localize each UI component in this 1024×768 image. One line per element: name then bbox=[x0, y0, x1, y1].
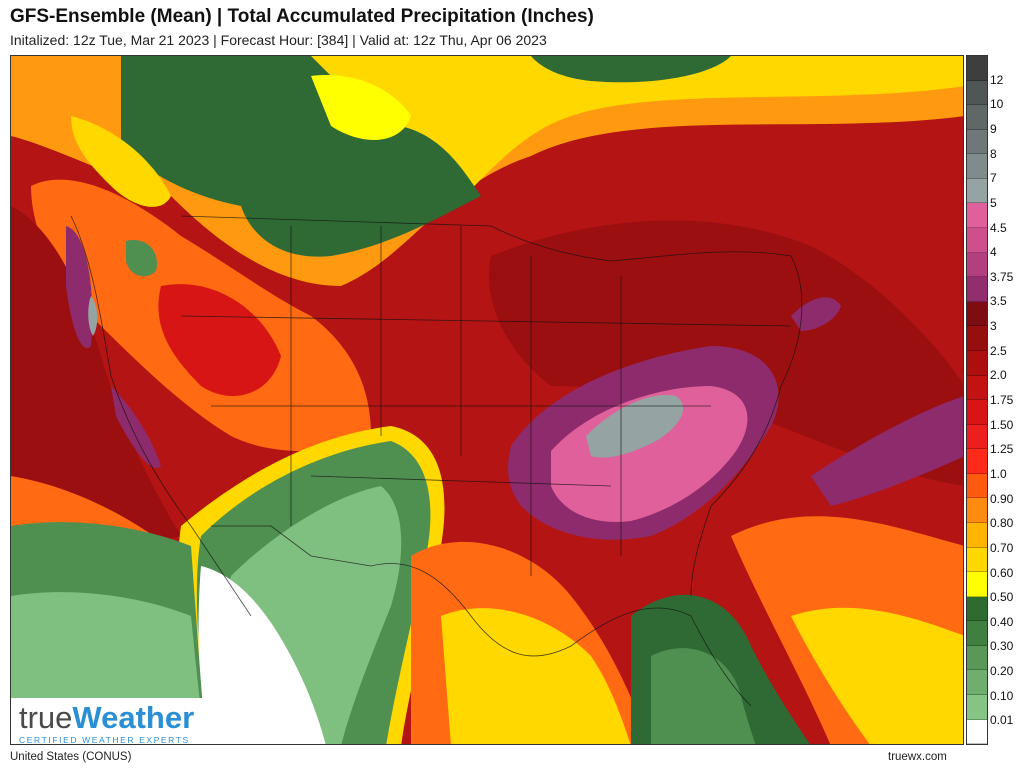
caribbean-mid bbox=[651, 648, 756, 744]
legend-swatch bbox=[967, 301, 987, 327]
legend-swatch bbox=[967, 645, 987, 671]
canada-green bbox=[121, 56, 481, 257]
legend-swatch bbox=[967, 596, 987, 622]
legend-label: 0.60 bbox=[990, 565, 1014, 580]
legend-label: 1.50 bbox=[990, 417, 1014, 432]
legend-swatch bbox=[967, 154, 987, 179]
legend-swatch bbox=[967, 719, 987, 745]
legend-swatch bbox=[967, 695, 987, 720]
legend-swatch bbox=[967, 105, 987, 130]
northeast-magenta bbox=[791, 297, 841, 331]
idaho-green bbox=[126, 240, 157, 277]
legend-label: 0.20 bbox=[990, 664, 1014, 679]
gulf-yellow bbox=[441, 608, 631, 744]
legend-labels: 12 10 9 8 7 5 4.5 4 3.75 3.5 3 2.5 2.0 1.75 1.50 1.25 1.… bbox=[990, 55, 1024, 745]
atlantic-yellow bbox=[791, 607, 963, 744]
logo-tagline: CERTIFIED WEATHER EXPERTS bbox=[19, 735, 190, 745]
atlantic-magenta bbox=[811, 396, 963, 506]
legend-label: 2.0 bbox=[990, 368, 1007, 383]
legend-label: 12 bbox=[990, 72, 1004, 87]
legend-swatch bbox=[967, 326, 987, 351]
legend-label: 1.25 bbox=[990, 442, 1014, 457]
pacific-dark bbox=[11, 206, 181, 576]
legend-label: 0.70 bbox=[990, 540, 1014, 555]
legend-swatch bbox=[967, 400, 987, 425]
legend-label: 0.01 bbox=[990, 713, 1014, 728]
legend-label: 1.75 bbox=[990, 393, 1014, 407]
legend-swatch bbox=[967, 424, 987, 450]
trueweather-logo: trueWeather CERTIFIED WEATHER EXPERTS bbox=[11, 698, 223, 745]
legend-swatch bbox=[967, 375, 987, 401]
legend-label: 7 bbox=[990, 171, 997, 186]
great-basin-red bbox=[158, 284, 281, 396]
legend-label: 10 bbox=[990, 97, 1004, 112]
legend-label: 4 bbox=[990, 245, 997, 260]
legend-label: 0.10 bbox=[990, 688, 1014, 703]
legend-swatch bbox=[967, 80, 987, 106]
logo-word-true: true bbox=[19, 700, 73, 735]
legend-label: 1.0 bbox=[990, 466, 1007, 481]
legend-swatch bbox=[967, 473, 987, 499]
legend-label: 0.40 bbox=[990, 614, 1014, 629]
legend-swatch bbox=[967, 228, 987, 253]
legend-swatch bbox=[967, 56, 987, 81]
site-link[interactable]: truewx.com bbox=[888, 751, 947, 763]
legend-swatch bbox=[967, 498, 987, 523]
legend-label: 0.50 bbox=[990, 590, 1014, 605]
political-boundaries bbox=[70, 215, 803, 707]
legend-label: 0.30 bbox=[990, 639, 1014, 654]
legend-label: 3.5 bbox=[990, 294, 1007, 309]
legend-swatch bbox=[967, 572, 987, 597]
logo-word-weather: Weather bbox=[72, 700, 195, 735]
ohio-pink bbox=[551, 386, 748, 522]
map-subtitle: Initalized: 12z Tue, Mar 21 2023 | Forec… bbox=[10, 32, 547, 48]
cascades-magenta bbox=[66, 226, 93, 348]
legend-swatch bbox=[967, 670, 987, 696]
ohio-gray bbox=[586, 395, 684, 458]
west-yellow bbox=[71, 116, 171, 207]
legend-label: 3 bbox=[990, 319, 997, 334]
legend-swatch bbox=[967, 449, 987, 474]
legend-label: 5 bbox=[990, 195, 997, 210]
baja-white bbox=[198, 566, 326, 744]
legend-label: 0.80 bbox=[990, 516, 1014, 531]
hudson-yellow bbox=[311, 75, 411, 140]
legend-label: 0.90 bbox=[990, 491, 1014, 506]
map-title: GFS-Ensemble (Mean) | Total Accumulated … bbox=[10, 6, 594, 27]
legend-swatch bbox=[967, 621, 987, 646]
precipitation-legend bbox=[966, 55, 988, 745]
legend-label: 8 bbox=[990, 146, 997, 161]
legend-swatch bbox=[967, 522, 987, 548]
legend-swatch bbox=[967, 203, 987, 229]
legend-label: 3.75 bbox=[990, 269, 1014, 284]
legend-label: 9 bbox=[990, 121, 997, 136]
cascades-gray bbox=[88, 296, 98, 336]
precipitation-map[interactable]: trueWeather CERTIFIED WEATHER EXPERTS bbox=[10, 55, 964, 745]
legend-swatch bbox=[967, 547, 987, 573]
canada-green-2 bbox=[531, 56, 731, 83]
legend-swatch bbox=[967, 277, 987, 302]
legend-swatch bbox=[967, 129, 987, 155]
sierra-magenta bbox=[111, 386, 161, 468]
legend-swatch bbox=[967, 252, 987, 278]
legend-swatch bbox=[967, 350, 987, 376]
legend-label: 2.5 bbox=[990, 343, 1007, 358]
legend-label: 4.5 bbox=[990, 220, 1007, 235]
legend-swatch bbox=[967, 178, 987, 204]
region-label: United States (CONUS) bbox=[10, 751, 132, 763]
